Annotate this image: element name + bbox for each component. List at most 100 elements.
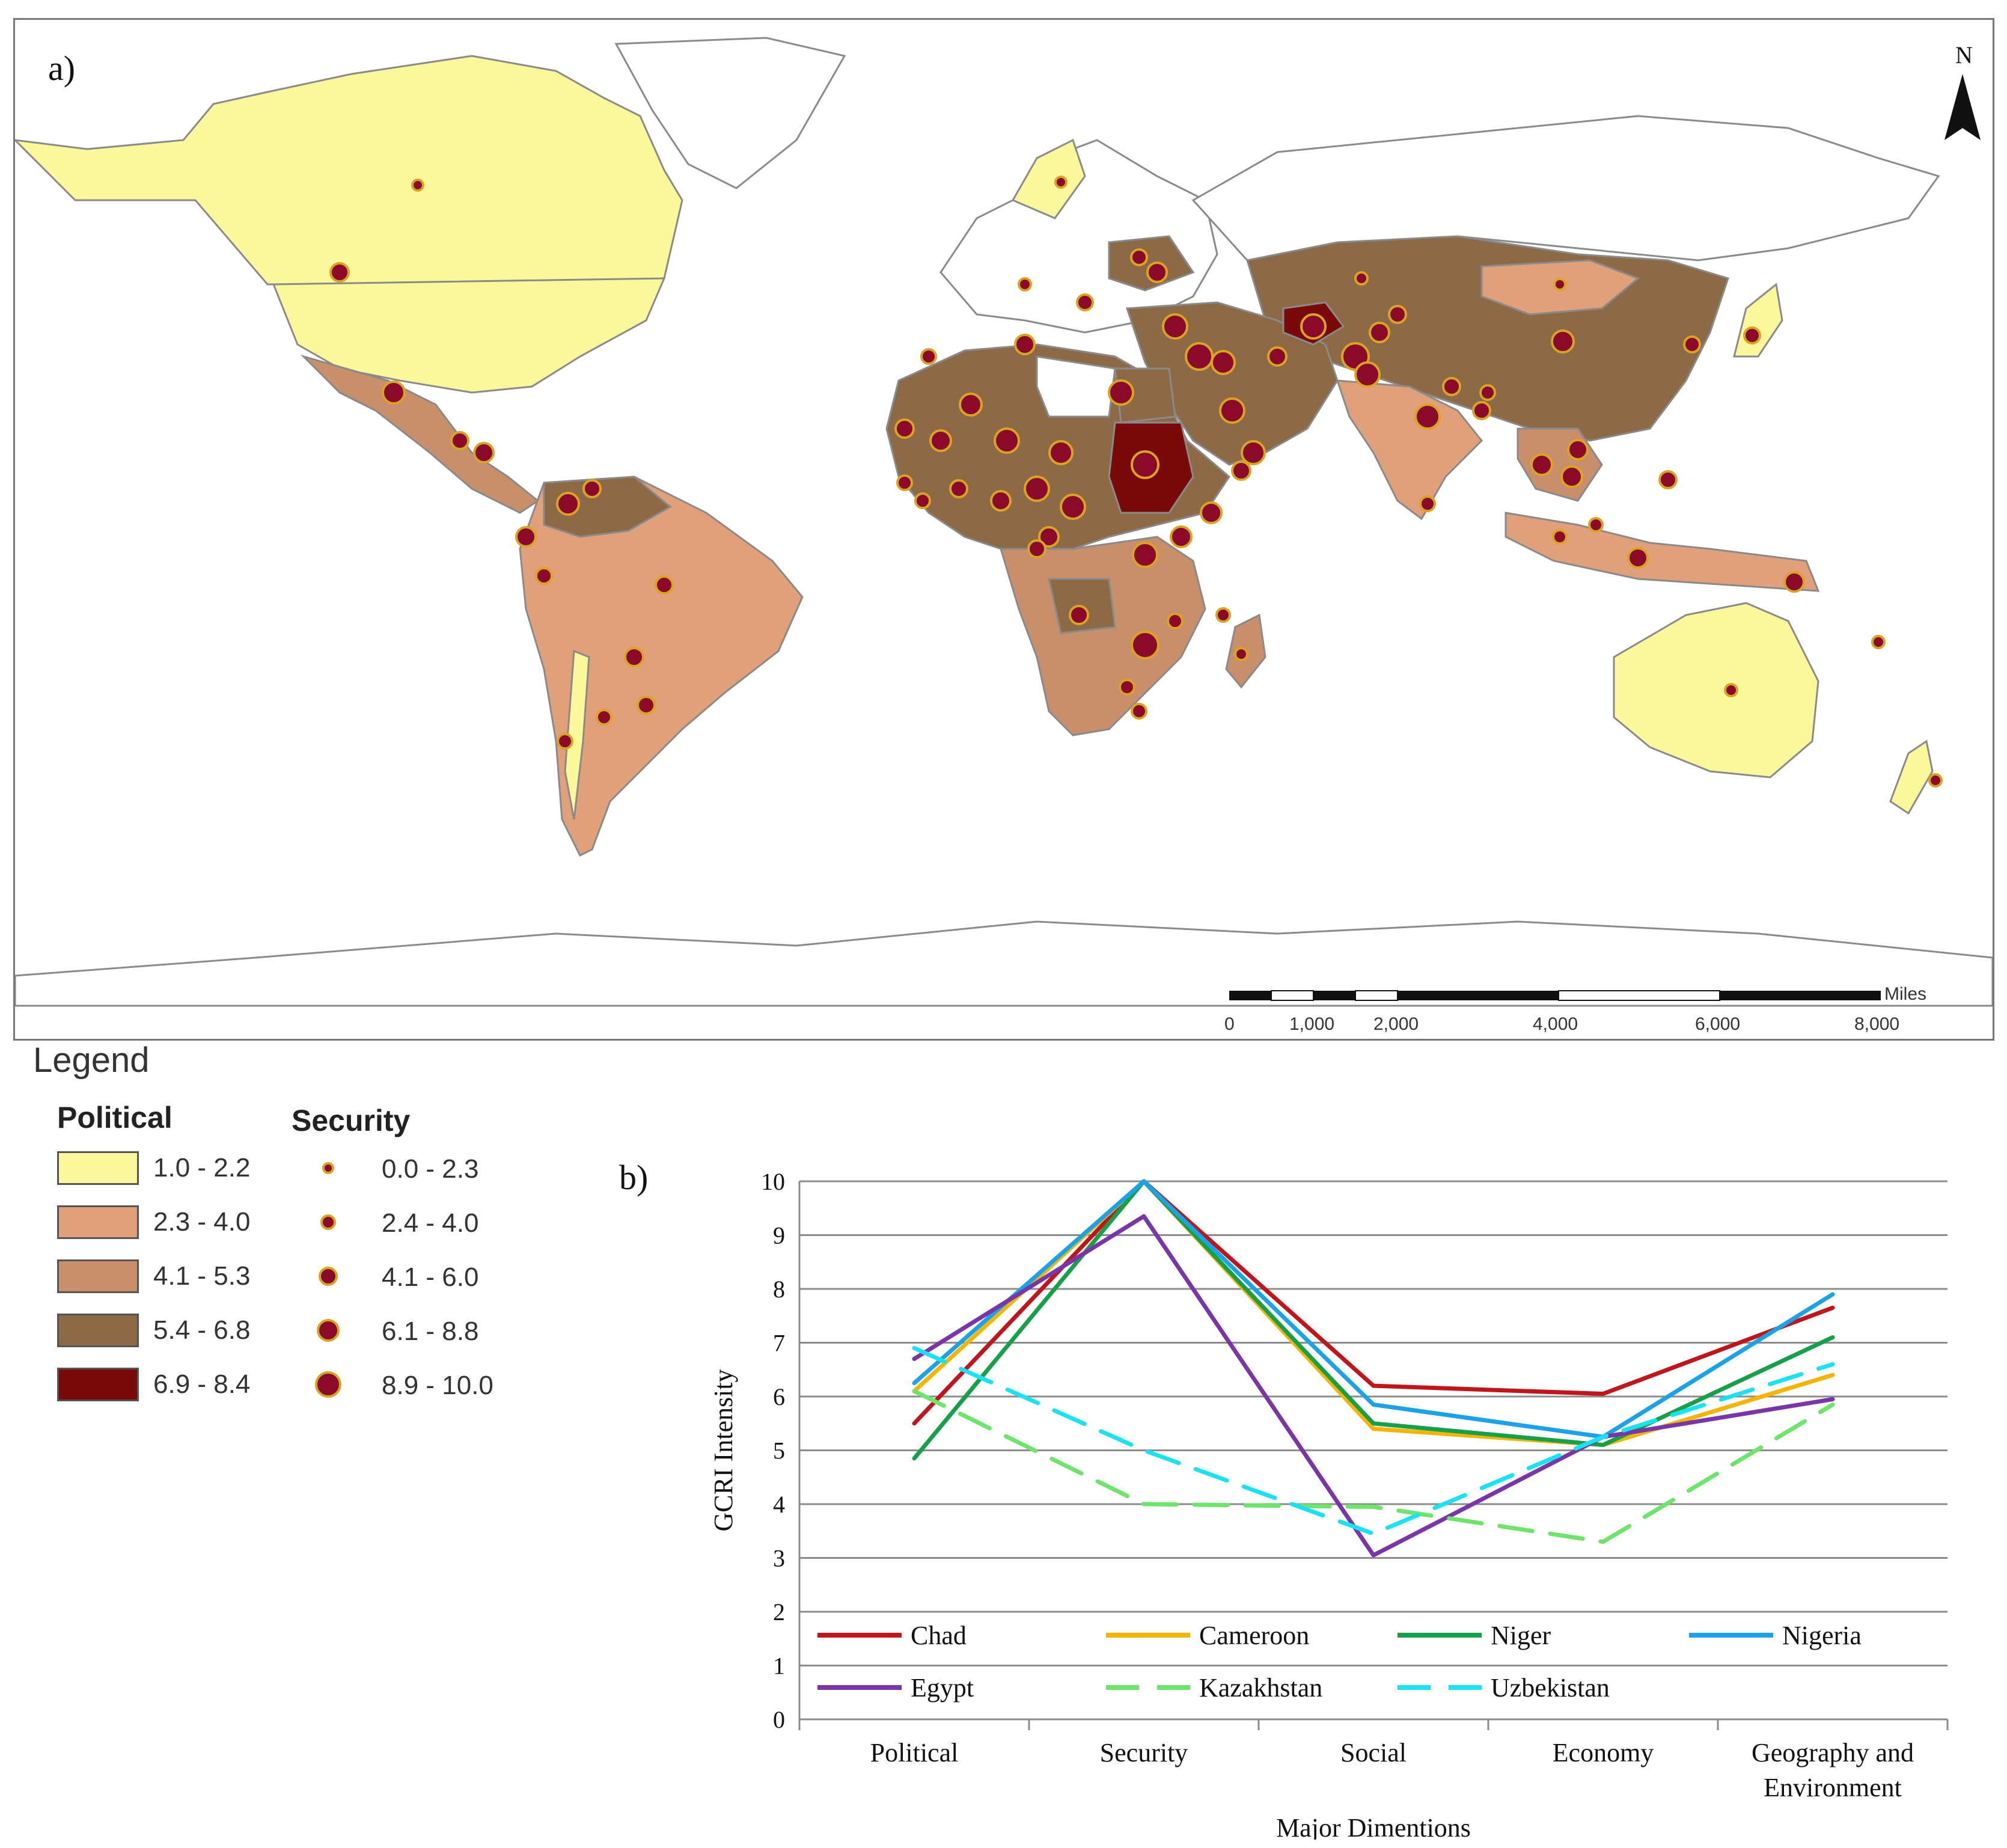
security-dot [535, 567, 553, 585]
region-ukraine [1108, 235, 1195, 292]
panel-a-label: a) [48, 49, 75, 88]
security-dot [1219, 397, 1245, 424]
map-canvas: a) N Miles 0 1,000 2,000 4,000 6,000 8,0… [15, 37, 1993, 1034]
legend-label: Kazakhstan [1199, 1673, 1322, 1703]
security-dot [329, 262, 350, 283]
scale-tick-label: 2,000 [1373, 1014, 1419, 1034]
series-line-uzbekistan [912, 1345, 1835, 1536]
security-dot [1185, 342, 1214, 371]
security-dot [1130, 248, 1148, 266]
security-dot [1167, 613, 1184, 629]
security-dot [949, 479, 968, 498]
security-dot [1060, 494, 1086, 520]
security-dot [1658, 470, 1678, 489]
security-dot [1234, 647, 1248, 661]
region-libya [1036, 355, 1116, 418]
security-dot [959, 393, 983, 417]
scale-tick-label: 8,000 [1854, 1014, 1899, 1034]
map-legend: Legend Political 1.0 - 2.2 2.3 - 4.0 4.1… [33, 1040, 574, 1449]
scale-tick-label: 0 [1224, 1014, 1235, 1034]
security-dot [1479, 384, 1496, 401]
legend-swatch-4 [57, 1314, 139, 1347]
security-dot [1567, 439, 1589, 460]
legend-label: Uzbekistan [1491, 1673, 1610, 1703]
security-dot [1211, 350, 1236, 375]
region-venezuela-colombia [543, 476, 672, 538]
region-greenland [614, 37, 846, 189]
security-dot [990, 490, 1012, 512]
security-dot [1018, 277, 1032, 292]
legend-political-label: 1.0 - 2.2 [153, 1153, 251, 1183]
y-tick-label: 7 [773, 1330, 785, 1357]
series-line-niger [912, 1179, 1835, 1461]
security-dot [556, 492, 580, 516]
security-dot [473, 442, 495, 464]
y-tick-label: 6 [773, 1383, 785, 1410]
security-dot [1119, 679, 1135, 696]
security-dot [1200, 501, 1223, 524]
legend-title: Legend [33, 1041, 150, 1080]
security-dot [896, 474, 913, 491]
security-dot [1014, 334, 1036, 355]
security-dot [1560, 465, 1583, 488]
legend-label: Nigeria [1782, 1621, 1862, 1650]
security-dot [1131, 631, 1159, 659]
y-tick-label: 1 [773, 1653, 785, 1680]
scale-tick-label: 1,000 [1289, 1014, 1334, 1034]
legend-security-heading: Security [292, 1104, 411, 1137]
series-line-egypt [912, 1214, 1835, 1558]
region-chile [564, 649, 590, 820]
security-dot [582, 479, 602, 498]
security-dot [1054, 176, 1068, 189]
security-size-dot [317, 1319, 340, 1342]
security-dot [1743, 326, 1761, 344]
country-shapes [15, 37, 1993, 1007]
series-line-kazakhstan [912, 1389, 1835, 1544]
x-axis-title: Major Dimentions [1276, 1813, 1471, 1840]
legend-political-label: 5.4 - 6.8 [153, 1315, 251, 1345]
security-dot [1724, 683, 1738, 697]
security-dot [1354, 361, 1381, 388]
legend-label: Niger [1491, 1621, 1551, 1650]
y-tick-label: 9 [773, 1222, 785, 1249]
region-mexico [300, 354, 540, 514]
series-line-nigeria [912, 1179, 1835, 1439]
scale-tick-label: 4,000 [1533, 1014, 1578, 1034]
security-dot [1170, 525, 1193, 548]
security-dots [329, 176, 1943, 788]
y-tick-label: 3 [773, 1545, 785, 1572]
security-dot [1551, 329, 1575, 353]
legend-label: Egypt [911, 1673, 974, 1703]
security-size-dot [319, 1267, 338, 1286]
security-dot [1267, 346, 1288, 367]
security-dot [1300, 313, 1327, 340]
security-dot [1354, 271, 1369, 286]
x-category-label: Environment [1764, 1773, 1902, 1802]
x-category-label: Economy [1553, 1738, 1654, 1767]
security-dot [1530, 453, 1553, 476]
security-dot [1024, 476, 1050, 502]
legend-security-label: 0.0 - 2.3 [382, 1154, 479, 1184]
x-category-label: Security [1100, 1738, 1188, 1767]
x-category-label: Social [1340, 1738, 1407, 1767]
security-size-dot [320, 1214, 336, 1230]
security-size-dot [322, 1162, 334, 1174]
security-dot [1231, 460, 1251, 481]
legend-swatch-1 [57, 1151, 139, 1185]
region-central-africa [999, 536, 1206, 736]
security-dot [1027, 539, 1046, 558]
security-dot [411, 179, 424, 192]
region-scandinavia [1011, 138, 1086, 219]
security-dot [1131, 450, 1159, 479]
security-dot [637, 696, 656, 715]
security-dot [1783, 571, 1805, 593]
security-dot [894, 418, 915, 439]
security-dot [1048, 440, 1074, 465]
region-south-america [519, 476, 804, 857]
security-dot [994, 427, 1020, 454]
y-tick-label: 8 [773, 1276, 785, 1303]
y-tick-label: 10 [761, 1168, 785, 1195]
security-dot [1928, 773, 1943, 788]
security-dot [1146, 262, 1168, 283]
region-australia [1613, 602, 1819, 779]
